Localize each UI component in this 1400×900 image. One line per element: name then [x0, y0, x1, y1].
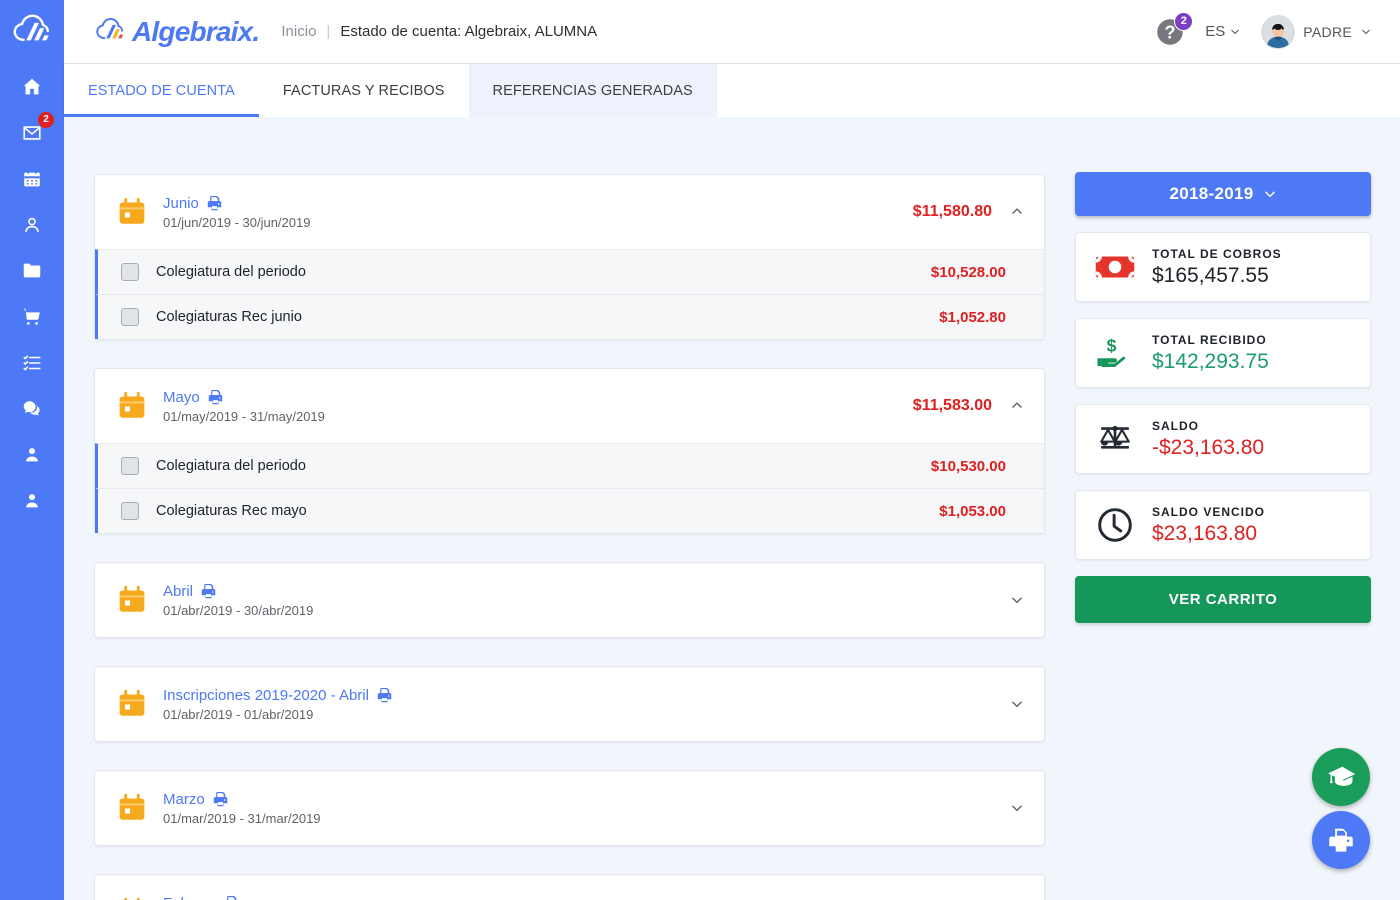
svg-text:$: $ [1107, 335, 1117, 355]
